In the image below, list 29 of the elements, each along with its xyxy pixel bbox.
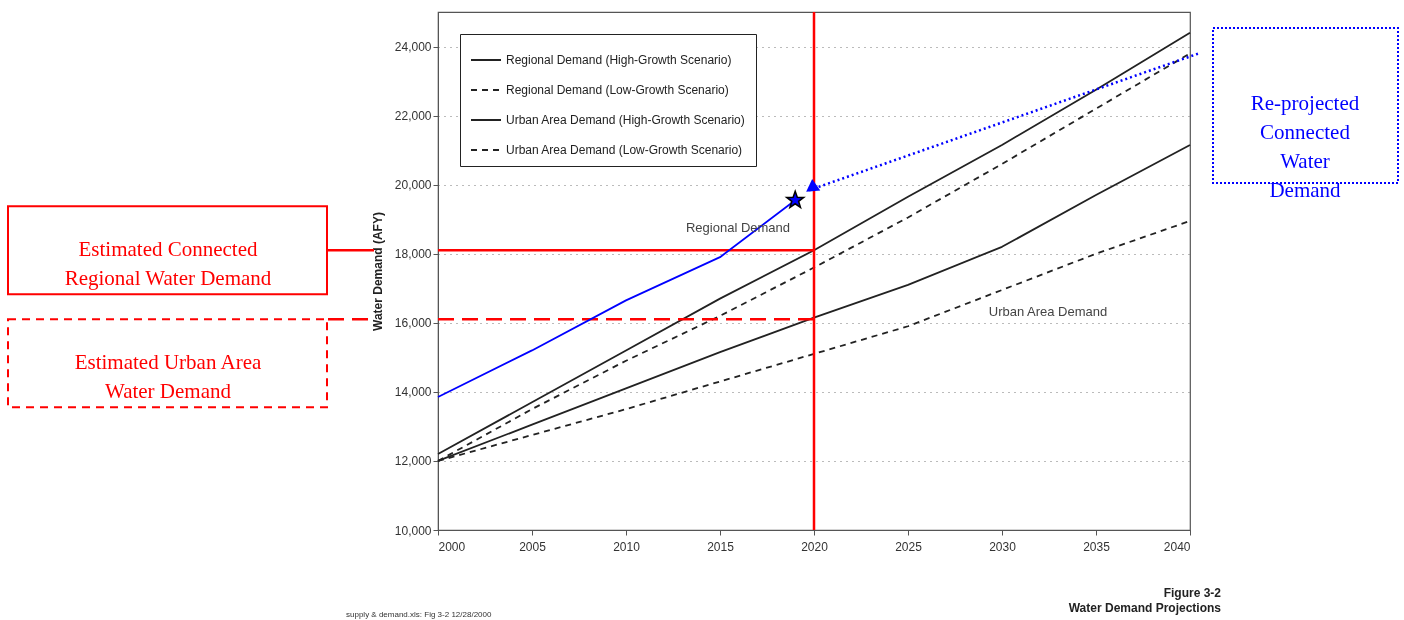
- x-tick-label: 2025: [895, 539, 923, 554]
- legend-label: Urban Area Demand (High-Growth Scenario): [506, 113, 745, 127]
- y-tick-label: 20,000: [394, 178, 432, 193]
- y-tick-label: 14,000: [394, 385, 432, 400]
- y-tick-label: 10,000: [394, 523, 432, 538]
- x-tick-label: 2010: [613, 539, 641, 554]
- y-tick-label: 12,000: [394, 454, 432, 469]
- y-tick-label: 16,000: [394, 316, 432, 331]
- legend-label: Urban Area Demand (Low-Growth Scenario): [506, 143, 743, 157]
- legend-label: Regional Demand (High-Growth Scenario): [506, 53, 732, 67]
- text: supply & demand.xls: Fig 3-2 12/28/2000: [346, 610, 492, 619]
- ref-line-label: Estimated Connected Regional Water Demand: [64, 237, 272, 291]
- annotation: Urban Area Demand: [988, 304, 1108, 319]
- y-tick-label: 22,000: [394, 109, 432, 124]
- ref-line-label: Estimated Urban Area Water Demand: [74, 350, 262, 404]
- x-tick-label: 2040: [1163, 539, 1191, 554]
- y-tick-label: 18,000: [394, 247, 432, 262]
- text: Re-projected Connected Water Demand: [1250, 91, 1360, 202]
- legend-label: Regional Demand (Low-Growth Scenario): [506, 83, 729, 97]
- y-tick-label: 24,000: [394, 40, 432, 55]
- x-tick-label: 2035: [1083, 539, 1111, 554]
- y-axis-title: Water Demand (AFY): [370, 212, 385, 331]
- x-tick-label: 2005: [519, 539, 547, 554]
- text: Figure 3-2: [1163, 586, 1222, 600]
- x-tick-label: 2020: [801, 539, 829, 554]
- x-tick-label: 2000: [438, 539, 466, 554]
- text: Water Demand Projections: [1068, 601, 1222, 615]
- x-tick-label: 2030: [989, 539, 1017, 554]
- x-tick-label: 2015: [707, 539, 735, 554]
